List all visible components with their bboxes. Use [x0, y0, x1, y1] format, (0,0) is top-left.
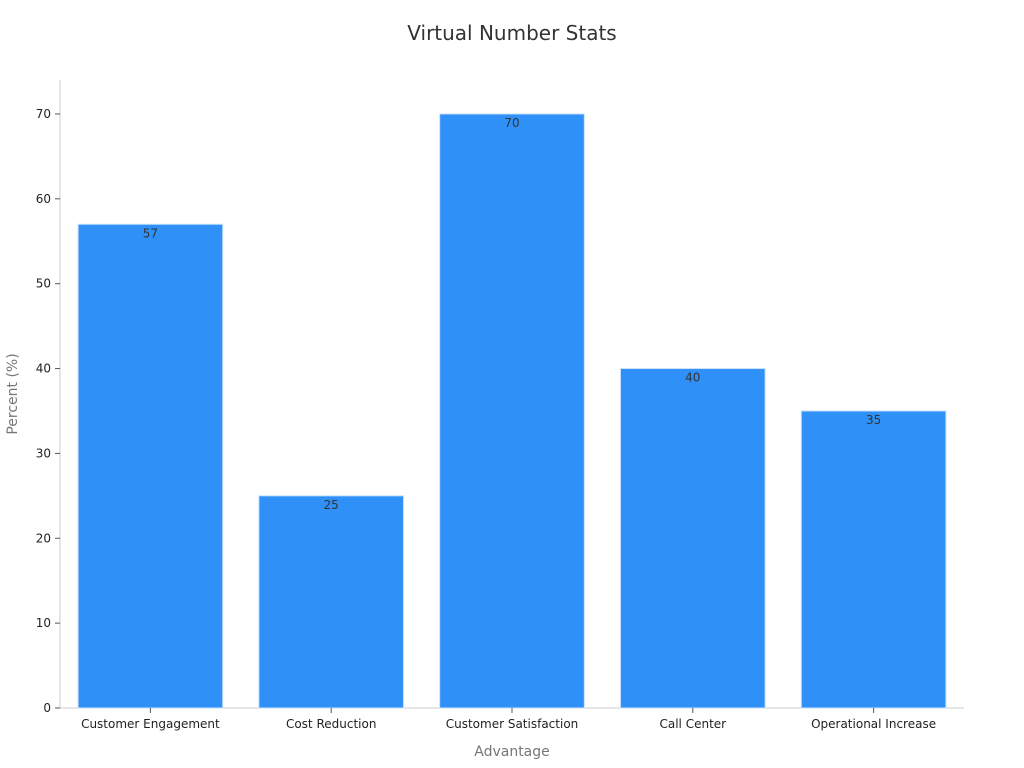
- bar: [619, 368, 766, 709]
- x-tick-label: Customer Satisfaction: [446, 717, 579, 731]
- x-tick-label: Customer Engagement: [81, 717, 220, 731]
- x-tick-label: Operational Increase: [811, 717, 936, 731]
- bar: [258, 495, 405, 709]
- data-label: 57: [143, 226, 158, 240]
- y-tick-label: 0: [43, 701, 51, 715]
- data-label: 25: [324, 498, 339, 512]
- data-label: 40: [685, 371, 700, 385]
- bar: [439, 113, 585, 709]
- x-tick-label: Cost Reduction: [286, 717, 376, 731]
- chart-title: Virtual Number Stats: [407, 21, 616, 45]
- x-axis-label: Advantage: [474, 744, 550, 760]
- y-tick-label: 40: [36, 362, 51, 376]
- y-tick-label: 20: [36, 531, 51, 545]
- y-tick-label: 60: [36, 192, 51, 206]
- y-tick-label: 10: [36, 616, 51, 630]
- y-tick-label: 70: [36, 107, 51, 121]
- x-tick-label: Call Center: [659, 717, 726, 731]
- y-axis-label: Percent (%): [5, 353, 21, 434]
- data-label: 35: [866, 413, 881, 427]
- bars: 57 25 70 40 35: [77, 113, 947, 709]
- y-tick-label: 30: [36, 446, 51, 460]
- ticks: 0 10 20 30 40 50 60 70 Customer Engagement Cost R…: [36, 107, 936, 731]
- bar: [77, 223, 224, 709]
- data-label: 70: [504, 116, 519, 130]
- y-tick-label: 50: [36, 277, 51, 291]
- bar: [800, 410, 947, 709]
